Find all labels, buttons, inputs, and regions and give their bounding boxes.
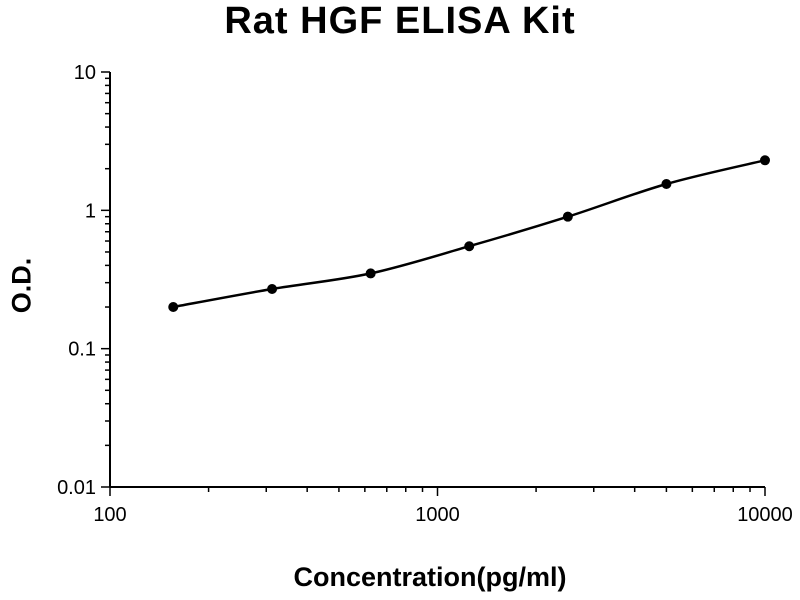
data-point-marker: [365, 268, 376, 279]
axes: [109, 72, 765, 488]
data-point-marker: [760, 155, 770, 166]
data-point-marker: [562, 211, 573, 222]
x-tick-label: 1000: [415, 504, 460, 526]
y-tick-label: 10: [74, 62, 96, 84]
x-axis-label: Concentration(pg/ml): [293, 562, 567, 592]
x-tick-label: 10000: [737, 504, 793, 526]
data-point-marker: [661, 179, 672, 190]
y-tick-label: 0.1: [68, 339, 96, 361]
data-point-marker: [464, 241, 475, 252]
tick-marks: [101, 71, 766, 496]
tick-labels: 100 1000 10000 0.01 0.1 1 10: [57, 62, 793, 526]
x-tick-label: 100: [93, 504, 126, 526]
data-points: [168, 155, 770, 313]
y-tick-label: 1: [85, 200, 96, 222]
chart-title: Rat HGF ELISA Kit: [224, 0, 576, 42]
standard-curve-line: [171, 159, 767, 309]
y-tick-label: 0.01: [57, 477, 96, 499]
data-point-marker: [168, 302, 179, 313]
data-point-marker: [267, 283, 278, 294]
